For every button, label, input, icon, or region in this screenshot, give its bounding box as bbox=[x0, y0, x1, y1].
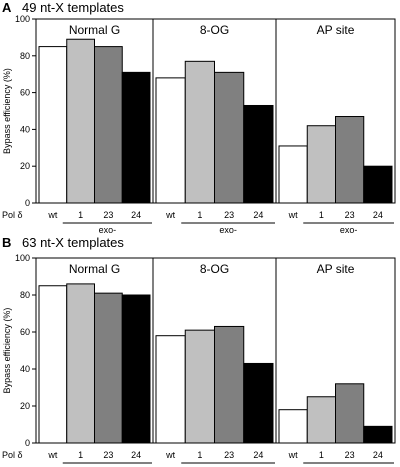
exo-label: exo- bbox=[219, 465, 237, 467]
bar-ap-site-23 bbox=[335, 383, 365, 444]
category-label: 23 bbox=[345, 450, 355, 460]
group-title: Normal G bbox=[69, 262, 120, 276]
category-label: 23 bbox=[224, 450, 234, 460]
bar-normal-g-24 bbox=[121, 294, 151, 444]
group-title: 8-OG bbox=[200, 262, 229, 276]
category-label: wt bbox=[165, 450, 175, 460]
category-label: 24 bbox=[373, 450, 383, 460]
y-tick-label: 100 bbox=[15, 14, 30, 24]
exo-label: exo- bbox=[219, 225, 237, 235]
category-label: 1 bbox=[78, 210, 83, 220]
bar-8-og-24 bbox=[243, 362, 274, 444]
category-label: 1 bbox=[78, 450, 83, 460]
category-label: 23 bbox=[224, 210, 234, 220]
category-label: 24 bbox=[253, 210, 263, 220]
plot-frame bbox=[35, 18, 396, 204]
y-tick-label: 40 bbox=[20, 364, 30, 374]
y-tick-label: 100 bbox=[15, 253, 30, 263]
y-tick-label: 40 bbox=[20, 124, 30, 134]
category-label: 1 bbox=[197, 210, 202, 220]
category-label: 23 bbox=[345, 210, 355, 220]
panel-title-a: 49 nt-X templates bbox=[22, 0, 124, 15]
bar-8-og-1 bbox=[184, 60, 215, 204]
category-label: wt bbox=[288, 450, 298, 460]
bar-ap-site-23 bbox=[335, 116, 365, 204]
category-label: 24 bbox=[373, 210, 383, 220]
y-axis-label: Bypass efficiency (%) bbox=[2, 308, 12, 394]
panel-letter-b: B bbox=[2, 235, 11, 250]
exo-label: exo- bbox=[340, 225, 358, 235]
category-label: 24 bbox=[131, 210, 141, 220]
y-tick-label: 60 bbox=[20, 88, 30, 98]
bar-8-og-23 bbox=[214, 71, 245, 204]
bar-ap-site-24 bbox=[363, 165, 393, 204]
bar-normal-g-23 bbox=[94, 292, 123, 444]
category-label: 1 bbox=[319, 210, 324, 220]
y-tick-label: 20 bbox=[20, 161, 30, 171]
panel-title-b: 63 nt-X templates bbox=[22, 235, 124, 250]
bar-normal-g-23 bbox=[94, 46, 123, 204]
exo-label: exo- bbox=[340, 465, 358, 467]
group-title: Normal G bbox=[69, 23, 120, 37]
bar-normal-g-wt bbox=[38, 46, 68, 204]
pol-delta-label: Pol δ bbox=[2, 210, 23, 220]
y-tick-label: 0 bbox=[25, 438, 30, 448]
exo-label: exo- bbox=[99, 465, 117, 467]
category-label: 1 bbox=[319, 450, 324, 460]
panel-a-chart: wt 1 23 24 Normal G exo-wt 1 23 24 8-OG exo-wt 1 23 2… bbox=[2, 14, 396, 235]
y-tick-label: 0 bbox=[25, 198, 30, 208]
bar-ap-site-1 bbox=[306, 125, 336, 204]
group-title: 8-OG bbox=[200, 23, 229, 37]
bar-ap-site-wt bbox=[278, 145, 308, 204]
bar-normal-g-1 bbox=[66, 38, 95, 204]
panel-b-chart: wt 1 23 24 Normal G exo-wt 1 23 24 8-OG exo-wt 1 23 2… bbox=[2, 253, 396, 467]
category-label: 23 bbox=[103, 210, 113, 220]
category-label: wt bbox=[47, 450, 57, 460]
category-label: 1 bbox=[197, 450, 202, 460]
group-title: AP site bbox=[317, 23, 355, 37]
y-axis-label: Bypass efficiency (%) bbox=[2, 68, 12, 154]
bar-normal-g-24 bbox=[121, 71, 151, 204]
category-label: 23 bbox=[103, 450, 113, 460]
bar-normal-g-1 bbox=[66, 283, 95, 444]
bar-ap-site-wt bbox=[278, 409, 308, 444]
pol-delta-label: Pol δ bbox=[2, 450, 23, 460]
y-tick-label: 80 bbox=[20, 51, 30, 61]
bar-ap-site-1 bbox=[306, 396, 336, 444]
bar-8-og-wt bbox=[155, 335, 186, 444]
category-label: 24 bbox=[131, 450, 141, 460]
group-title: AP site bbox=[317, 262, 355, 276]
category-label: wt bbox=[288, 210, 298, 220]
exo-label: exo- bbox=[99, 225, 117, 235]
category-label: wt bbox=[47, 210, 57, 220]
panel-letter-a: A bbox=[2, 0, 12, 15]
plot-frame bbox=[35, 257, 396, 444]
bar-8-og-24 bbox=[243, 104, 274, 204]
category-label: 24 bbox=[253, 450, 263, 460]
y-tick-label: 20 bbox=[20, 401, 30, 411]
bar-8-og-1 bbox=[184, 329, 215, 444]
bar-8-og-wt bbox=[155, 77, 186, 204]
bar-8-og-23 bbox=[214, 325, 245, 444]
bar-ap-site-24 bbox=[363, 425, 393, 444]
category-label: wt bbox=[165, 210, 175, 220]
y-tick-label: 80 bbox=[20, 290, 30, 300]
y-tick-label: 60 bbox=[20, 327, 30, 337]
bar-normal-g-wt bbox=[38, 285, 68, 444]
